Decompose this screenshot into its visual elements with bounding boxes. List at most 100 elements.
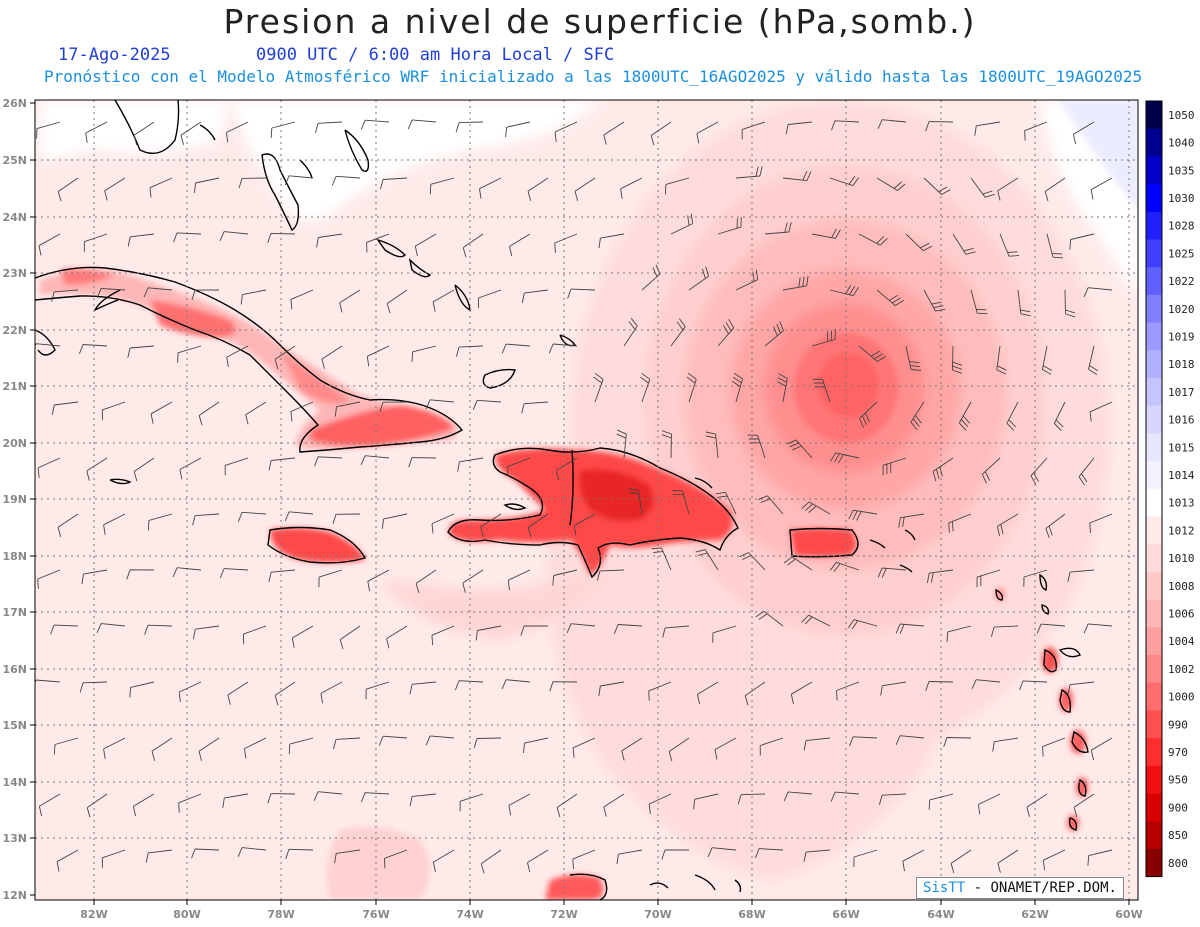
colorbar-swatch — [1146, 627, 1162, 656]
wind-barb — [811, 329, 836, 347]
wind-barb — [172, 567, 202, 578]
wind-barb — [268, 457, 296, 471]
wind-barb — [314, 456, 343, 467]
wind-barb — [501, 343, 531, 354]
wind-barb — [943, 737, 972, 748]
wind-barb — [1044, 177, 1066, 202]
wind-barb — [686, 372, 697, 403]
wind-barb — [895, 623, 925, 634]
wind-barb — [360, 792, 390, 803]
wind-barb — [101, 401, 126, 420]
wind-barb — [1053, 401, 1066, 431]
wind-barb — [409, 793, 437, 807]
wind-barb — [222, 793, 249, 808]
wind-barb — [284, 511, 314, 522]
wind-barb — [549, 681, 578, 692]
wind-barb — [316, 233, 343, 248]
colorbar: 1050 1040 1035 1030 1028 1025 1022 1020 1019 1018… — [1145, 100, 1195, 878]
wind-barb — [898, 513, 925, 528]
wind-barb — [198, 737, 220, 761]
wind-barb — [755, 610, 784, 627]
wind-barb — [715, 491, 737, 515]
lat-label: 20N — [2, 437, 27, 450]
wind-barb — [878, 793, 907, 805]
wind-barb — [192, 625, 220, 640]
wind-barb — [923, 289, 946, 312]
wind-barb — [432, 289, 455, 312]
wind-barb — [86, 457, 108, 481]
wind-barb — [946, 625, 972, 642]
colorbar-label: 950 — [1168, 774, 1188, 787]
lat-label: 24N — [2, 211, 27, 224]
wind-barb — [876, 289, 905, 306]
wind-barb — [365, 681, 390, 700]
colorbar-label: 1050 — [1168, 109, 1195, 122]
forecast-date: 17-Ago-2025 — [58, 45, 171, 65]
wind-barb — [127, 345, 155, 358]
wind-barb — [145, 849, 173, 863]
wind-barb — [882, 457, 907, 476]
wind-barb — [932, 457, 954, 482]
pressure-field — [35, 100, 1138, 900]
lon-label: 64W — [927, 908, 954, 921]
wind-barb — [858, 345, 887, 362]
wind-barb — [641, 264, 661, 291]
wind-barb — [332, 513, 361, 525]
wind-barb — [508, 793, 531, 816]
lat-label: 21N — [2, 380, 27, 393]
wind-barb — [177, 345, 202, 363]
colorbar-label: 1016 — [1168, 414, 1195, 427]
wind-barb — [952, 233, 976, 255]
wind-barb — [661, 849, 690, 860]
wind-barb — [876, 177, 906, 191]
lon-label: 68W — [738, 908, 765, 921]
wind-barb — [38, 233, 61, 256]
wind-barb — [267, 232, 296, 243]
wind-barb — [101, 849, 126, 868]
wind-barb — [812, 378, 831, 403]
wind-barb — [150, 401, 173, 424]
wind-barb — [505, 121, 531, 138]
latitude-labels: 26N 25N 24N 23N 22N 21N 20N 19N 18N 17N … — [2, 97, 27, 902]
colorbar-swatch — [1146, 156, 1162, 185]
colorbar-label: 1012 — [1168, 524, 1195, 537]
colorbar-swatch — [1146, 710, 1162, 739]
wind-barb — [1023, 569, 1048, 587]
wind-barb — [782, 170, 812, 182]
lat-label: 14N — [2, 776, 27, 789]
colorbar-swatch — [1146, 848, 1162, 877]
credit-box: SisTT - ONAMET/REP.DOM. — [916, 877, 1124, 899]
wind-barb — [56, 849, 79, 872]
wind-barb — [527, 177, 549, 202]
colorbar-swatch — [1146, 765, 1162, 794]
wind-barb — [285, 848, 314, 859]
wind-barb — [648, 793, 672, 814]
wind-barb — [829, 285, 859, 297]
wind-barb — [707, 847, 737, 858]
wind-barb — [96, 287, 126, 298]
colorbar-label: 1017 — [1168, 386, 1195, 399]
colorbar-label: 1025 — [1168, 247, 1195, 260]
wind-barb — [78, 344, 108, 354]
wind-barb — [712, 625, 737, 643]
wind-barb — [198, 401, 220, 426]
wind-barb — [981, 457, 1001, 484]
lat-label: 15N — [2, 719, 27, 732]
wind-barb — [783, 556, 813, 571]
wind-barb — [574, 177, 596, 202]
colorbar-swatch — [1146, 294, 1162, 323]
wind-barb — [521, 289, 549, 303]
wind-barb — [598, 681, 625, 696]
wind-barb — [554, 233, 578, 253]
wind-barb — [598, 233, 625, 249]
wind-barb — [803, 849, 831, 862]
lat-label: 19N — [2, 493, 27, 506]
wind-barb — [431, 513, 455, 534]
wind-barb — [661, 430, 672, 459]
wind-barb — [179, 457, 202, 480]
wind-barb — [693, 793, 719, 810]
wind-barb — [670, 318, 686, 347]
wind-barb — [741, 121, 766, 140]
colorbar-swatch — [1146, 128, 1162, 157]
wind-barb — [997, 849, 1019, 873]
